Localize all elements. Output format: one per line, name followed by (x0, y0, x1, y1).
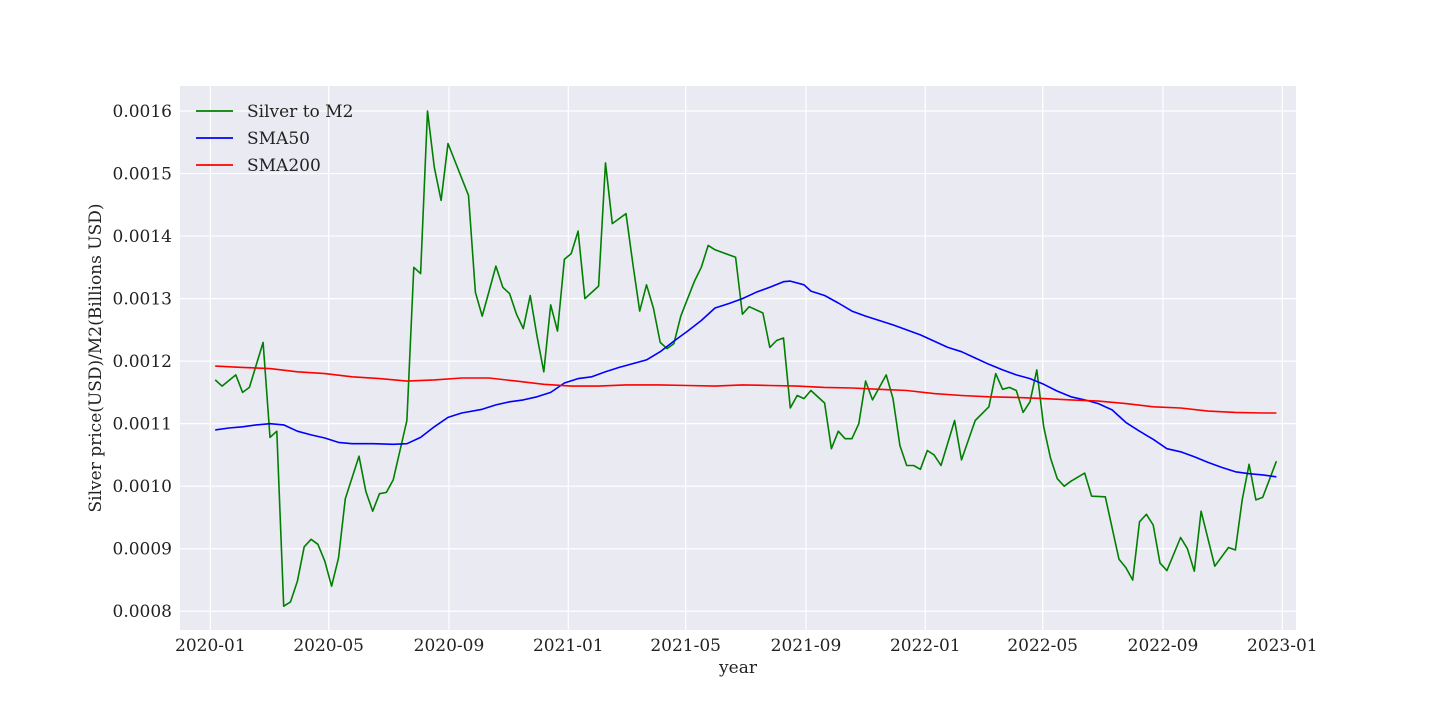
y-tick-label: 0.0015 (113, 165, 172, 185)
y-tick-label: 0.0011 (113, 415, 172, 435)
y-tick-label: 0.0013 (113, 290, 172, 310)
legend-label: SMA50 (247, 129, 310, 149)
legend: Silver to M2 SMA50 SMA200 (196, 102, 353, 176)
x-tick-label: 2022-01 (890, 636, 961, 656)
x-axis-ticks: 2020-01 2020-05 2020-09 2021-01 2021-05 2021-… (175, 636, 1318, 656)
y-axis-ticks: 0.0008 0.0009 0.0010 0.0011 0.0012 0.0013 0.00… (113, 102, 172, 622)
y-tick-label: 0.0009 (113, 540, 172, 560)
y-tick-label: 0.0016 (113, 102, 172, 122)
legend-label: Silver to M2 (247, 102, 353, 122)
y-tick-label: 0.0010 (113, 477, 172, 497)
series-line-0 (214, 110, 1278, 607)
y-tick-label: 0.0014 (113, 227, 172, 247)
legend-label: SMA200 (247, 156, 321, 176)
plot-background (180, 86, 1296, 630)
x-tick-label: 2020-09 (414, 636, 485, 656)
x-tick-label: 2023-01 (1247, 636, 1318, 656)
y-axis-label: Silver price(USD)/M2(Billions USD) (86, 204, 106, 513)
series-line-2 (215, 365, 1277, 414)
grid-lines (180, 86, 1296, 630)
x-tick-label: 2020-01 (175, 636, 246, 656)
x-tick-label: 2022-09 (1128, 636, 1199, 656)
x-tick-label: 2021-09 (771, 636, 842, 656)
x-tick-label: 2020-05 (293, 636, 364, 656)
series-layer (214, 110, 1278, 607)
series-line-1 (215, 280, 1277, 478)
x-tick-label: 2021-05 (650, 636, 721, 656)
x-tick-label: 2022-05 (1007, 636, 1078, 656)
y-tick-label: 0.0008 (113, 602, 172, 622)
x-axis-label: year (718, 658, 758, 678)
x-tick-label: 2021-01 (533, 636, 604, 656)
y-tick-label: 0.0012 (113, 352, 172, 372)
